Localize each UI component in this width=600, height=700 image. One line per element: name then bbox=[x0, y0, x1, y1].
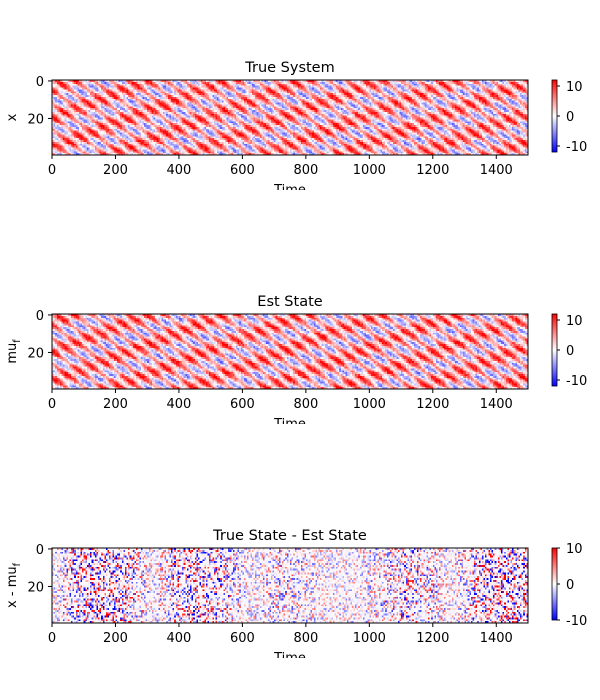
est-state-xtick-label: 1000 bbox=[353, 397, 386, 412]
difference-colorbar bbox=[551, 547, 558, 621]
true-system-title: True System bbox=[244, 60, 334, 76]
difference-ytick-label: 0 bbox=[36, 543, 44, 558]
panel-est-state: Est State0200400600800100012001400Time02… bbox=[0, 284, 600, 424]
difference-title: True State - Est State bbox=[212, 528, 367, 544]
est-state-xtick-label: 600 bbox=[230, 397, 255, 412]
true-system-xtick-label: 600 bbox=[230, 163, 255, 178]
est-state-heatmap-svg: Est State0200400600800100012001400Time02… bbox=[5, 294, 587, 424]
est-state-ytick-label: 0 bbox=[36, 309, 44, 324]
est-state-xtick-label: 1400 bbox=[480, 397, 513, 412]
est-state-heatmap-cells bbox=[52, 314, 528, 389]
true-system-colorbar-label: 0 bbox=[566, 110, 574, 125]
true-system-xtick-label: 200 bbox=[103, 163, 128, 178]
true-system-ytick-label: 20 bbox=[27, 112, 44, 127]
true-system-colorbar-label: -10 bbox=[566, 140, 587, 155]
true-system-xtick-label: 1000 bbox=[353, 163, 386, 178]
difference-colorbar-label: 10 bbox=[566, 542, 583, 557]
true-system-colorbar bbox=[551, 79, 558, 153]
true-system-xtick-label: 800 bbox=[293, 163, 318, 178]
difference-xlabel: Time bbox=[273, 651, 306, 658]
est-state-colorbar bbox=[551, 313, 558, 387]
difference-xtick-label: 200 bbox=[103, 631, 128, 646]
difference-heatmap-cells bbox=[52, 548, 528, 623]
true-system-heatmap-cells bbox=[52, 80, 528, 155]
est-state-xtick-label: 400 bbox=[167, 397, 192, 412]
true-system-xlabel: Time bbox=[273, 183, 306, 190]
difference-xtick-label: 1200 bbox=[416, 631, 449, 646]
difference-xtick-label: 800 bbox=[293, 631, 318, 646]
true-system-xtick-label: 1200 bbox=[416, 163, 449, 178]
true-system-xtick-label: 400 bbox=[167, 163, 192, 178]
est-state-xlabel: Time bbox=[273, 417, 306, 424]
difference-xtick-label: 600 bbox=[230, 631, 255, 646]
true-system-xtick-label: 0 bbox=[48, 163, 56, 178]
est-state-xtick-label: 1200 bbox=[416, 397, 449, 412]
est-state-ylabel: muf bbox=[5, 339, 23, 364]
difference-ytick-label: 20 bbox=[27, 580, 44, 595]
true-system-heatmap-svg: True System0200400600800100012001400Time… bbox=[5, 60, 587, 190]
est-state-colorbar-label: -10 bbox=[566, 374, 587, 389]
est-state-title: Est State bbox=[257, 294, 322, 310]
true-system-colorbar-label: 10 bbox=[566, 80, 583, 95]
difference-xtick-label: 400 bbox=[167, 631, 192, 646]
panel-true-system: True System0200400600800100012001400Time… bbox=[0, 50, 600, 190]
est-state-xtick-label: 0 bbox=[48, 397, 56, 412]
difference-colorbar-label: 0 bbox=[566, 578, 574, 593]
est-state-xtick-label: 200 bbox=[103, 397, 128, 412]
est-state-colorbar-label: 0 bbox=[566, 344, 574, 359]
difference-xtick-label: 1000 bbox=[353, 631, 386, 646]
est-state-xtick-label: 800 bbox=[293, 397, 318, 412]
true-system-ylabel: x bbox=[5, 113, 20, 121]
est-state-plot-frame bbox=[51, 313, 529, 390]
true-system-xtick-label: 1400 bbox=[480, 163, 513, 178]
est-state-ytick-label: 20 bbox=[27, 346, 44, 361]
difference-colorbar-label: -10 bbox=[566, 614, 587, 629]
true-system-plot-frame bbox=[51, 79, 529, 156]
true-system-ytick-label: 0 bbox=[36, 75, 44, 90]
panel-difference: True State - Est State 0 200 400 600 800 1000 1… bbox=[0, 518, 600, 658]
est-state-colorbar-label: 10 bbox=[566, 314, 583, 329]
difference-xtick-label: 1400 bbox=[480, 631, 513, 646]
difference-ylabel: x - muf bbox=[5, 562, 23, 608]
difference-xtick-label: 0 bbox=[48, 631, 56, 646]
difference-plot-frame bbox=[51, 547, 529, 624]
